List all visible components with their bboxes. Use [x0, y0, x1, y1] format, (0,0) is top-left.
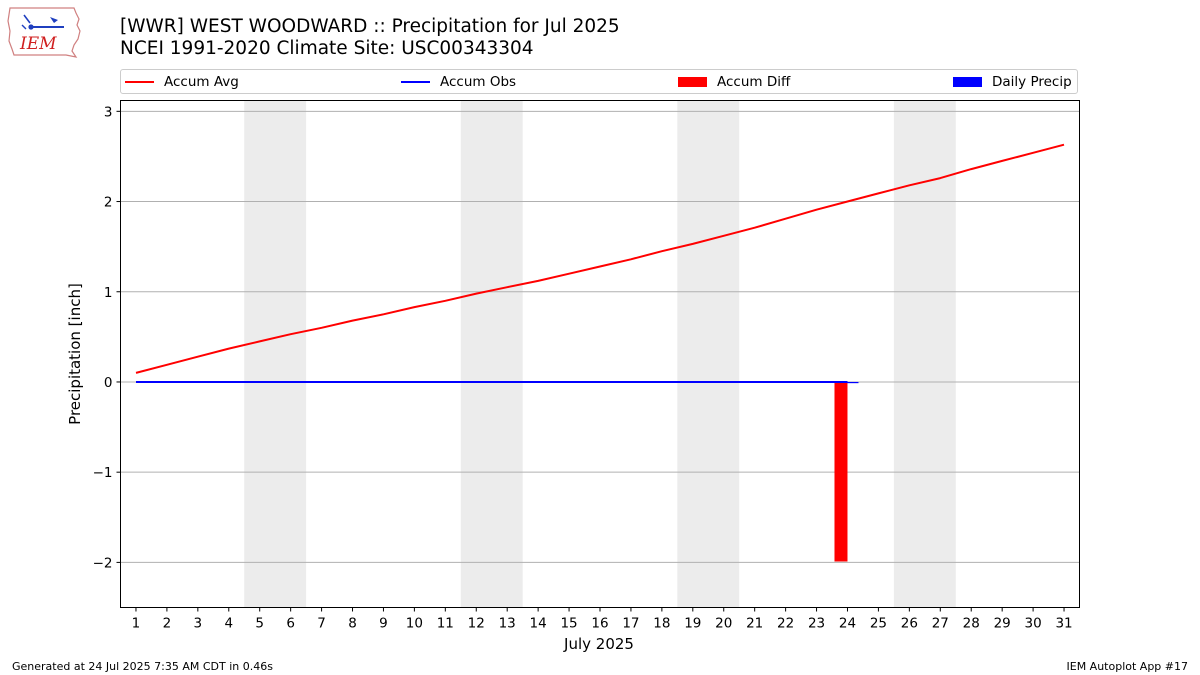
legend-swatch-daily-precip [953, 76, 982, 87]
x-tick-label: 19 [684, 616, 701, 632]
x-tick-label: 13 [499, 616, 516, 632]
x-tick-label: 3 [194, 616, 203, 632]
x-tick-label: 7 [317, 616, 326, 632]
accum-avg-line [135, 143, 1065, 374]
x-tick-label: 11 [437, 616, 454, 632]
x-tick-label: 12 [468, 616, 485, 632]
daily-precip-bar [847, 381, 859, 384]
x-tick-label: 26 [901, 616, 918, 632]
x-tick-label: 17 [622, 616, 639, 632]
chart-legend: Accum Avg Accum Obs Accum Diff Daily Pre… [120, 69, 1078, 94]
legend-label-accum-diff: Accum Diff [717, 73, 791, 90]
y-tick-label: −1 [93, 465, 113, 481]
x-tick-label: 25 [870, 616, 887, 632]
x-tick-label: 21 [746, 616, 763, 632]
legend-swatch-accum-obs [401, 80, 430, 83]
legend-label-daily-precip: Daily Precip [992, 73, 1072, 90]
weekend-shade [244, 100, 307, 608]
weekend-shade [893, 100, 956, 608]
y-tick-label: 3 [104, 104, 113, 120]
y-tick-label: 1 [104, 285, 113, 301]
legend-swatch-accum-avg [125, 80, 154, 83]
x-tick-label: 22 [777, 616, 794, 632]
x-tick-label: 5 [255, 616, 264, 632]
x-tick-label: 14 [530, 616, 547, 632]
x-tick-label: 20 [715, 616, 732, 632]
iem-iowa-logo-icon: IEM [7, 7, 81, 58]
x-tick-label: 9 [379, 616, 388, 632]
x-tick-label: 10 [406, 616, 423, 632]
legend-label-accum-obs: Accum Obs [440, 73, 517, 90]
legend-item-accum-obs: Accum Obs [401, 70, 516, 93]
x-tick-label: 29 [994, 616, 1011, 632]
chart-title-block: [WWR] WEST WOODWARD :: Precipitation for… [120, 16, 620, 60]
legend-item-accum-avg: Accum Avg [125, 70, 239, 93]
x-tick-label: 2 [163, 616, 172, 632]
legend-label-accum-avg: Accum Avg [164, 73, 239, 90]
y-tick-label: 0 [104, 375, 113, 391]
x-tick-label: 28 [963, 616, 980, 632]
footer-generated-text: Generated at 24 Jul 2025 7:35 AM CDT in … [12, 660, 273, 673]
x-axis-label: July 2025 [563, 635, 634, 653]
chart-subtitle: NCEI 1991-2020 Climate Site: USC00343304 [120, 38, 534, 59]
y-tick-label: 2 [104, 195, 113, 211]
x-tick-label: 24 [839, 616, 856, 632]
legend-item-daily-precip: Daily Precip [953, 70, 1072, 93]
x-tick-label: 8 [348, 616, 357, 632]
x-tick-label: 4 [224, 616, 233, 632]
x-tick-label: 30 [1025, 616, 1042, 632]
legend-swatch-accum-diff [678, 76, 707, 87]
x-tick-label: 31 [1055, 616, 1072, 632]
y-axis-label: Precipitation [inch] [66, 283, 84, 425]
x-tick-label: 18 [653, 616, 670, 632]
x-tick-label: 1 [132, 616, 141, 632]
footer-app-text: IEM Autoplot App #17 [1066, 660, 1189, 673]
weekend-shade [460, 100, 523, 608]
accum-diff-bar [834, 381, 848, 562]
y-tick-label: −2 [93, 555, 113, 571]
legend-item-accum-diff: Accum Diff [678, 70, 790, 93]
x-tick-label: 27 [932, 616, 949, 632]
chart-title: [WWR] WEST WOODWARD :: Precipitation for… [120, 16, 620, 37]
x-tick-label: 6 [286, 616, 295, 632]
x-tick-label: 15 [560, 616, 577, 632]
logo-text: IEM [19, 34, 57, 54]
x-tick-label: 16 [591, 616, 608, 632]
weekend-shade [677, 100, 740, 608]
x-tick-label: 23 [808, 616, 825, 632]
